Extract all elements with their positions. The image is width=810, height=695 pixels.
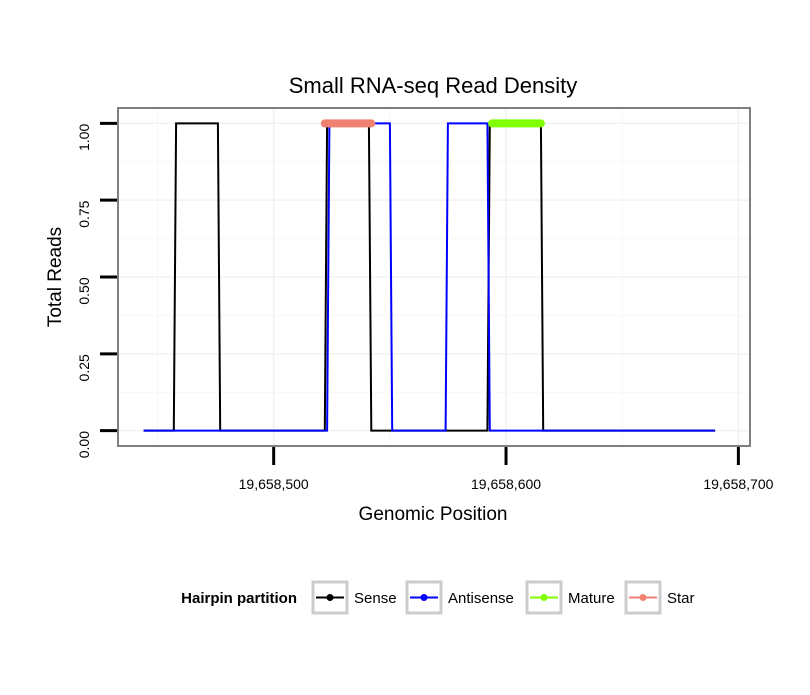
legend-label-antisense: Antisense <box>448 590 514 607</box>
legend-title: Hairpin partition <box>181 590 297 607</box>
series-layer <box>143 119 716 432</box>
legend-label-sense: Sense <box>354 590 397 607</box>
x-tick-label: 19,658,600 <box>471 476 541 492</box>
x-axis-label: Genomic Position <box>359 504 508 525</box>
legend-key-point-star <box>639 594 647 601</box>
legend-key-point-antisense <box>420 594 428 601</box>
y-axis: 0.00 0.25 0.50 0.75 1.00 <box>76 121 117 458</box>
y-tick-label: 0.25 <box>76 354 92 381</box>
y-axis-label: Total Reads <box>45 227 66 327</box>
y-tick-label: 0.00 <box>76 431 92 458</box>
legend-label-mature: Mature <box>568 590 615 607</box>
legend: Hairpin partition Sense Antisense Mature St… <box>181 580 695 615</box>
legend-key-point-mature <box>540 594 548 601</box>
x-axis: 19,658,500 19,658,600 19,658,700 <box>239 447 774 492</box>
y-tick-label: 0.75 <box>76 200 92 227</box>
x-tick-label: 19,658,500 <box>239 476 309 492</box>
chart-title: Small RNA-seq Read Density <box>289 73 578 98</box>
y-tick-label: 0.50 <box>76 277 92 304</box>
legend-key-point-sense <box>326 594 334 601</box>
x-tick-label: 19,658,700 <box>703 476 773 492</box>
y-tick-label: 1.00 <box>76 124 92 151</box>
legend-label-star: Star <box>667 590 695 607</box>
